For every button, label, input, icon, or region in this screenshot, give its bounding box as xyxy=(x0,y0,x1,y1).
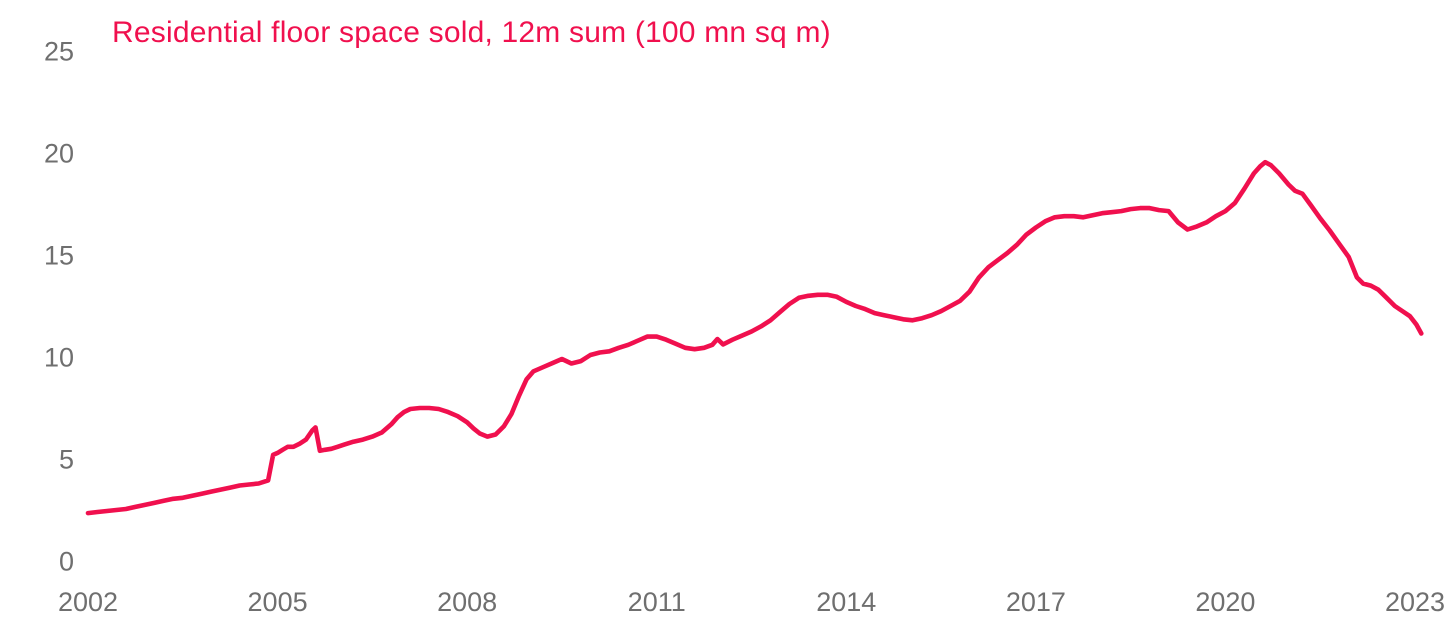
x-tick-label: 2008 xyxy=(437,587,497,617)
y-tick-label: 10 xyxy=(44,342,74,372)
x-tick-label: 2014 xyxy=(816,587,876,617)
data-line xyxy=(85,159,1424,516)
x-tick-label: 2005 xyxy=(248,587,308,617)
x-tick-label: 2023 xyxy=(1385,587,1445,617)
y-tick-label: 25 xyxy=(44,36,74,66)
y-tick-label: 0 xyxy=(59,546,74,576)
x-tick-label: 2020 xyxy=(1195,587,1255,617)
x-tick-label: 2002 xyxy=(58,587,118,617)
y-axis-labels: 0 5 10 15 20 25 xyxy=(44,36,74,576)
y-tick-label: 15 xyxy=(44,240,74,270)
x-tick-label: 2017 xyxy=(1006,587,1066,617)
chart-title: Residential floor space sold, 12m sum (1… xyxy=(112,16,831,49)
x-tick-label: 2011 xyxy=(628,587,686,617)
y-tick-label: 5 xyxy=(59,444,74,474)
x-axis-labels: 2002 2005 2008 2011 2014 2017 2020 2023 xyxy=(58,587,1445,617)
y-tick-label: 20 xyxy=(44,138,74,168)
